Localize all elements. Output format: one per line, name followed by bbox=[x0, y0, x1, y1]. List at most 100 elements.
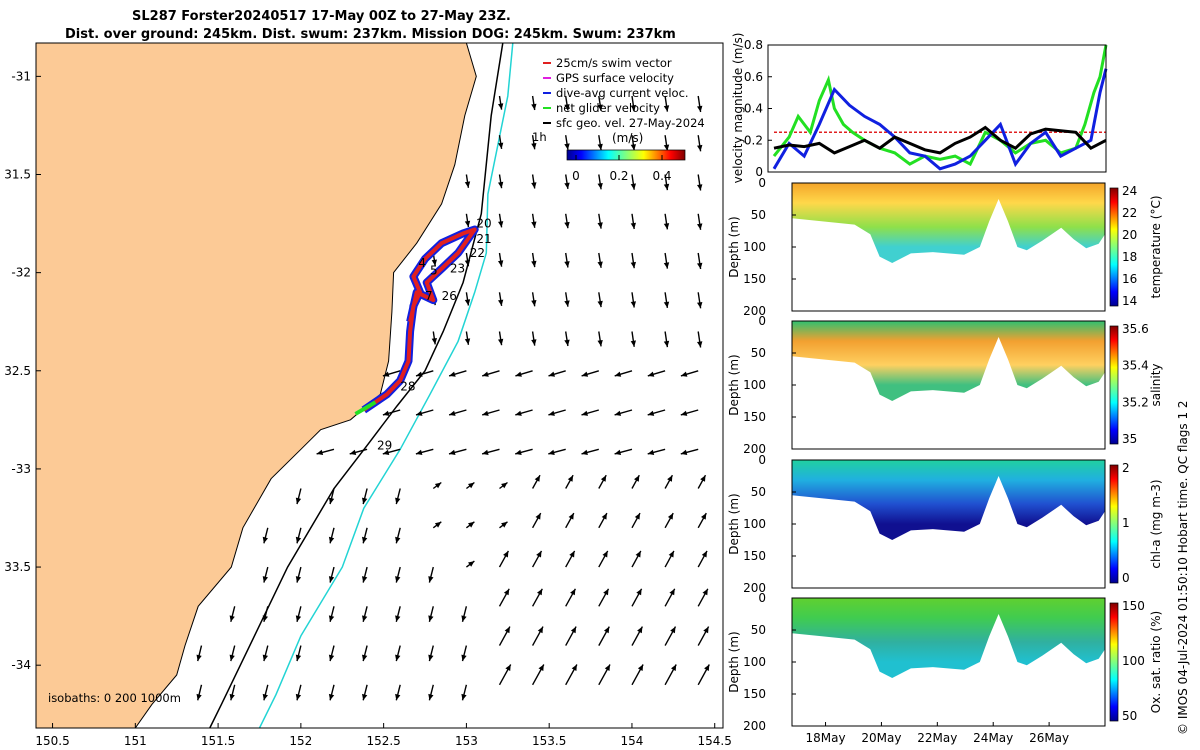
velocity-arrow bbox=[697, 664, 710, 686]
swim-track bbox=[362, 227, 477, 412]
colorbar-unit-label: (m/s) bbox=[612, 131, 643, 145]
velocity-arrow bbox=[663, 331, 670, 348]
velocity-arrow bbox=[597, 95, 603, 111]
colorbar-label: chl-a (mg m-3) bbox=[1149, 479, 1163, 568]
depth-tick: 200 bbox=[743, 719, 766, 733]
velocity-arrow bbox=[316, 448, 335, 455]
colorbar-tick-label: 18 bbox=[1122, 250, 1137, 264]
velocity-arrow bbox=[328, 606, 335, 622]
speed-colorbar bbox=[566, 149, 686, 161]
colorbar-tick-label: 35.2 bbox=[1122, 395, 1149, 409]
velocity-series bbox=[772, 44, 1108, 171]
section-colorbar bbox=[1109, 464, 1119, 584]
velocity-arrow bbox=[565, 550, 576, 568]
depth-tick: 200 bbox=[743, 442, 766, 456]
velocity-arrow bbox=[262, 606, 269, 622]
velocity-arrow bbox=[229, 684, 236, 701]
lon-tick-label: 153.5 bbox=[532, 734, 566, 748]
velocity-arrow bbox=[295, 566, 302, 583]
velocity-arrow bbox=[631, 588, 643, 607]
velocity-arrow bbox=[362, 566, 368, 583]
velocity-arrow bbox=[448, 448, 467, 455]
velocity-arrow bbox=[697, 474, 707, 489]
section-fill bbox=[792, 460, 1105, 540]
velocity-arrow bbox=[564, 331, 570, 347]
velocity-arrow bbox=[564, 135, 570, 150]
velocity-arrow bbox=[395, 527, 401, 544]
colorbar-tick-label: 35 bbox=[1122, 432, 1137, 446]
velocity-panel: 0 0.2 0.4 0.6 0.8 velocity magnitude (m/s) bbox=[731, 33, 1108, 183]
velocity-arrow bbox=[295, 606, 302, 622]
velocity-arrow bbox=[697, 550, 708, 568]
section-panel: 0 50 100 150 200 Depth (m) 35.6 35.4 35.2 35 salin… bbox=[727, 314, 1163, 456]
velocity-arrow bbox=[531, 550, 543, 568]
velocity-arrow bbox=[362, 488, 368, 505]
colorbar-tick-label: 1 bbox=[1122, 516, 1130, 530]
velocity-arrow bbox=[598, 550, 609, 568]
velocity-arrow bbox=[499, 521, 508, 529]
velocity-arrow bbox=[515, 448, 533, 455]
velocity-arrow bbox=[680, 370, 699, 377]
glider-track bbox=[354, 225, 479, 416]
velocity-arrow bbox=[531, 252, 537, 268]
velocity-arrow bbox=[395, 606, 401, 622]
velocity-arrow bbox=[697, 135, 703, 152]
velocity-arrow bbox=[461, 645, 468, 662]
velocity-arrow bbox=[431, 331, 437, 345]
velocity-arrow bbox=[498, 626, 511, 646]
depth-tick: 0 bbox=[758, 453, 766, 467]
legend-label: dive-avg current veloc. bbox=[556, 86, 689, 100]
depth-tick: 50 bbox=[751, 208, 766, 222]
lon-tick-label: 152.5 bbox=[366, 734, 400, 748]
velocity-arrow bbox=[697, 174, 703, 191]
legend-item: net glider velocity bbox=[543, 101, 660, 115]
velocity-arrow bbox=[382, 409, 401, 416]
depth-tick: 100 bbox=[743, 378, 766, 392]
velocity-arrow bbox=[598, 512, 608, 529]
coastline-land bbox=[36, 43, 477, 728]
arrow-scale-note: 1h bbox=[532, 130, 547, 144]
velocity-arrow bbox=[362, 684, 368, 701]
velocity-arrow bbox=[415, 448, 434, 455]
lon-tick-label: 151 bbox=[124, 734, 147, 748]
velocity-arrow bbox=[415, 370, 434, 377]
velocity-arrow bbox=[647, 409, 666, 416]
depth-tick: 0 bbox=[758, 314, 766, 328]
velocity-arrow bbox=[362, 606, 368, 622]
velocity-arrow bbox=[498, 135, 504, 150]
isobath-1000m bbox=[258, 43, 514, 728]
title-line-2: Dist. over ground: 245km. Dist. swum: 23… bbox=[65, 27, 676, 42]
velocity-arrow bbox=[328, 488, 335, 505]
velocity-arrow bbox=[548, 448, 566, 455]
day-label: 29 bbox=[377, 438, 392, 452]
velocity-arrow bbox=[614, 448, 633, 455]
velocity-arrow bbox=[415, 409, 434, 416]
velocity-arrow bbox=[464, 213, 471, 228]
depth-tick: 50 bbox=[751, 346, 766, 360]
legend-label: sfc geo. vel. 27-May-2024 bbox=[556, 116, 705, 130]
velocity-arrow bbox=[597, 213, 603, 229]
net-glider-segment bbox=[354, 400, 377, 416]
section-colorbar bbox=[1109, 325, 1119, 445]
velocity-arrow bbox=[498, 550, 510, 568]
velocity-arrow bbox=[328, 684, 335, 701]
velocity-arrow bbox=[531, 95, 537, 111]
title-line-1: SL287 Forster20240517 17-May 00Z to 27-M… bbox=[132, 9, 511, 24]
section-colorbar bbox=[1109, 187, 1119, 307]
colorbar-label: temperature (°C) bbox=[1149, 196, 1163, 299]
velocity-arrow bbox=[697, 252, 703, 270]
velocity-arrow bbox=[631, 474, 640, 489]
velocity-arrow bbox=[295, 645, 302, 662]
depth-tick: 150 bbox=[743, 549, 766, 563]
depth-tick: 150 bbox=[743, 410, 766, 424]
velocity-arrow bbox=[631, 550, 642, 568]
velocity-arrow bbox=[597, 252, 603, 268]
velocity-arrow bbox=[362, 645, 368, 662]
legend-label: GPS surface velocity bbox=[556, 71, 674, 85]
lon-tick-label: 152 bbox=[289, 734, 312, 748]
velocity-arrow bbox=[465, 481, 475, 490]
velocity-arrow bbox=[498, 331, 504, 346]
depth-tick: 0 bbox=[758, 176, 766, 190]
velocity-tick: 0.8 bbox=[744, 38, 763, 52]
